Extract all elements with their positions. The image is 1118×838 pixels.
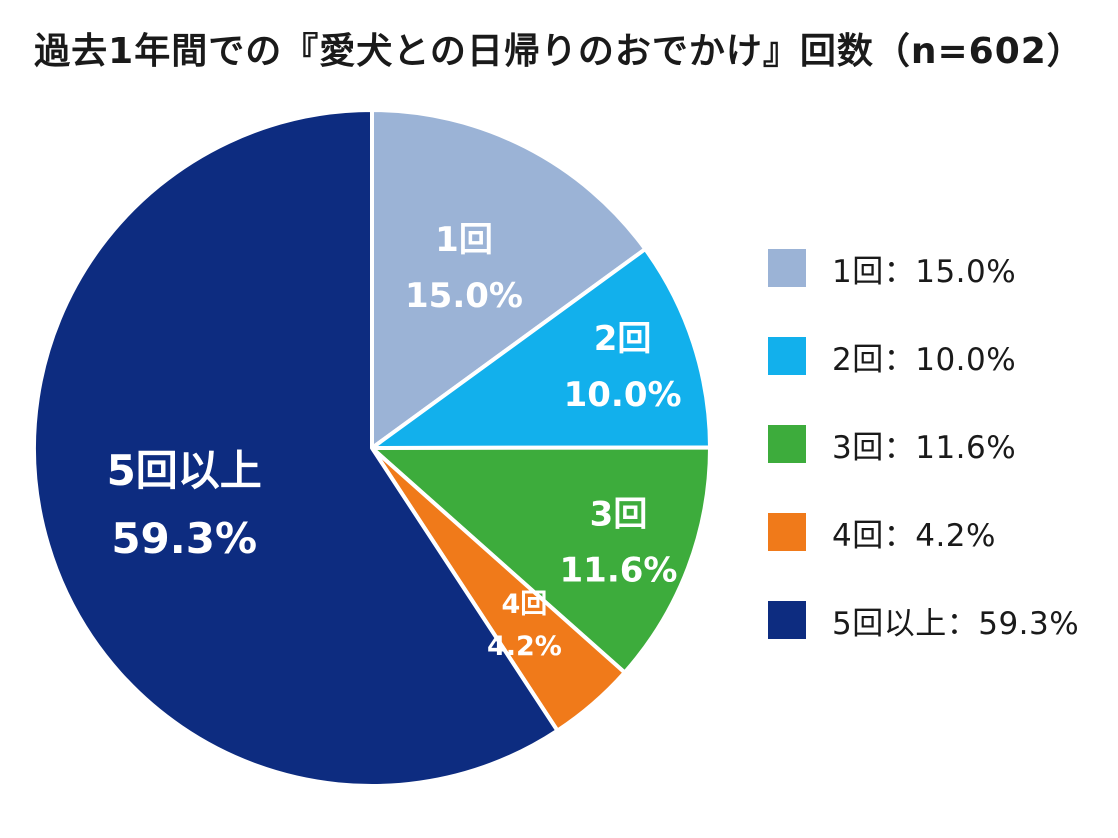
legend-label-4: 4回：4.2% bbox=[832, 517, 996, 554]
legend-item-1: 1回：15.0% bbox=[768, 246, 1079, 290]
legend-item-3: 3回：11.6% bbox=[768, 422, 1079, 466]
legend-swatch-3 bbox=[768, 425, 806, 463]
legend: 1回：15.0% 2回：10.0% 3回：11.6% 4回：4.2% 5回以上：… bbox=[768, 246, 1079, 686]
pie-slice-1 bbox=[370, 108, 648, 450]
slice-label-2: 2回 bbox=[594, 319, 652, 359]
legend-item-2: 2回：10.0% bbox=[768, 334, 1079, 378]
slice-value-label-5: 59.3% bbox=[111, 514, 257, 563]
pie-labels: 1回 15.0% 2回 10.0% 3回 11.6% 4回 4.2% 5回以上 59.3% bbox=[107, 220, 682, 662]
slice-value-label-1: 15.0% bbox=[405, 276, 523, 316]
slice-label-4: 4回 bbox=[502, 589, 548, 620]
chart-title: 過去1年間での『愛犬との日帰りのおでかけ』回数（n=602） bbox=[34, 31, 1084, 72]
legend-swatch-5 bbox=[768, 601, 806, 639]
slice-label-1: 1回 bbox=[435, 220, 493, 260]
slice-value-label-3: 11.6% bbox=[560, 550, 678, 590]
pie-slice-2 bbox=[370, 247, 712, 450]
legend-swatch-4 bbox=[768, 513, 806, 551]
legend-label-2: 2回：10.0% bbox=[832, 341, 1017, 378]
legend-item-4: 4回：4.2% bbox=[768, 510, 1079, 554]
pie-slices bbox=[32, 108, 713, 788]
pie-slice-5 bbox=[32, 108, 560, 788]
legend-item-5: 5回以上：59.3% bbox=[768, 598, 1079, 642]
legend-label-1: 1回：15.0% bbox=[832, 253, 1017, 290]
pie-slice-3 bbox=[370, 445, 713, 675]
legend-swatch-2 bbox=[768, 337, 806, 375]
slice-label-3: 3回 bbox=[590, 494, 648, 534]
slice-label-5: 5回以上 bbox=[107, 446, 262, 495]
slice-value-label-2: 10.0% bbox=[564, 375, 682, 415]
legend-label-5: 5回以上：59.3% bbox=[832, 605, 1080, 642]
legend-swatch-1 bbox=[768, 249, 806, 287]
slice-value-label-4: 4.2% bbox=[487, 631, 562, 662]
legend-label-3: 3回：11.6% bbox=[832, 429, 1017, 466]
